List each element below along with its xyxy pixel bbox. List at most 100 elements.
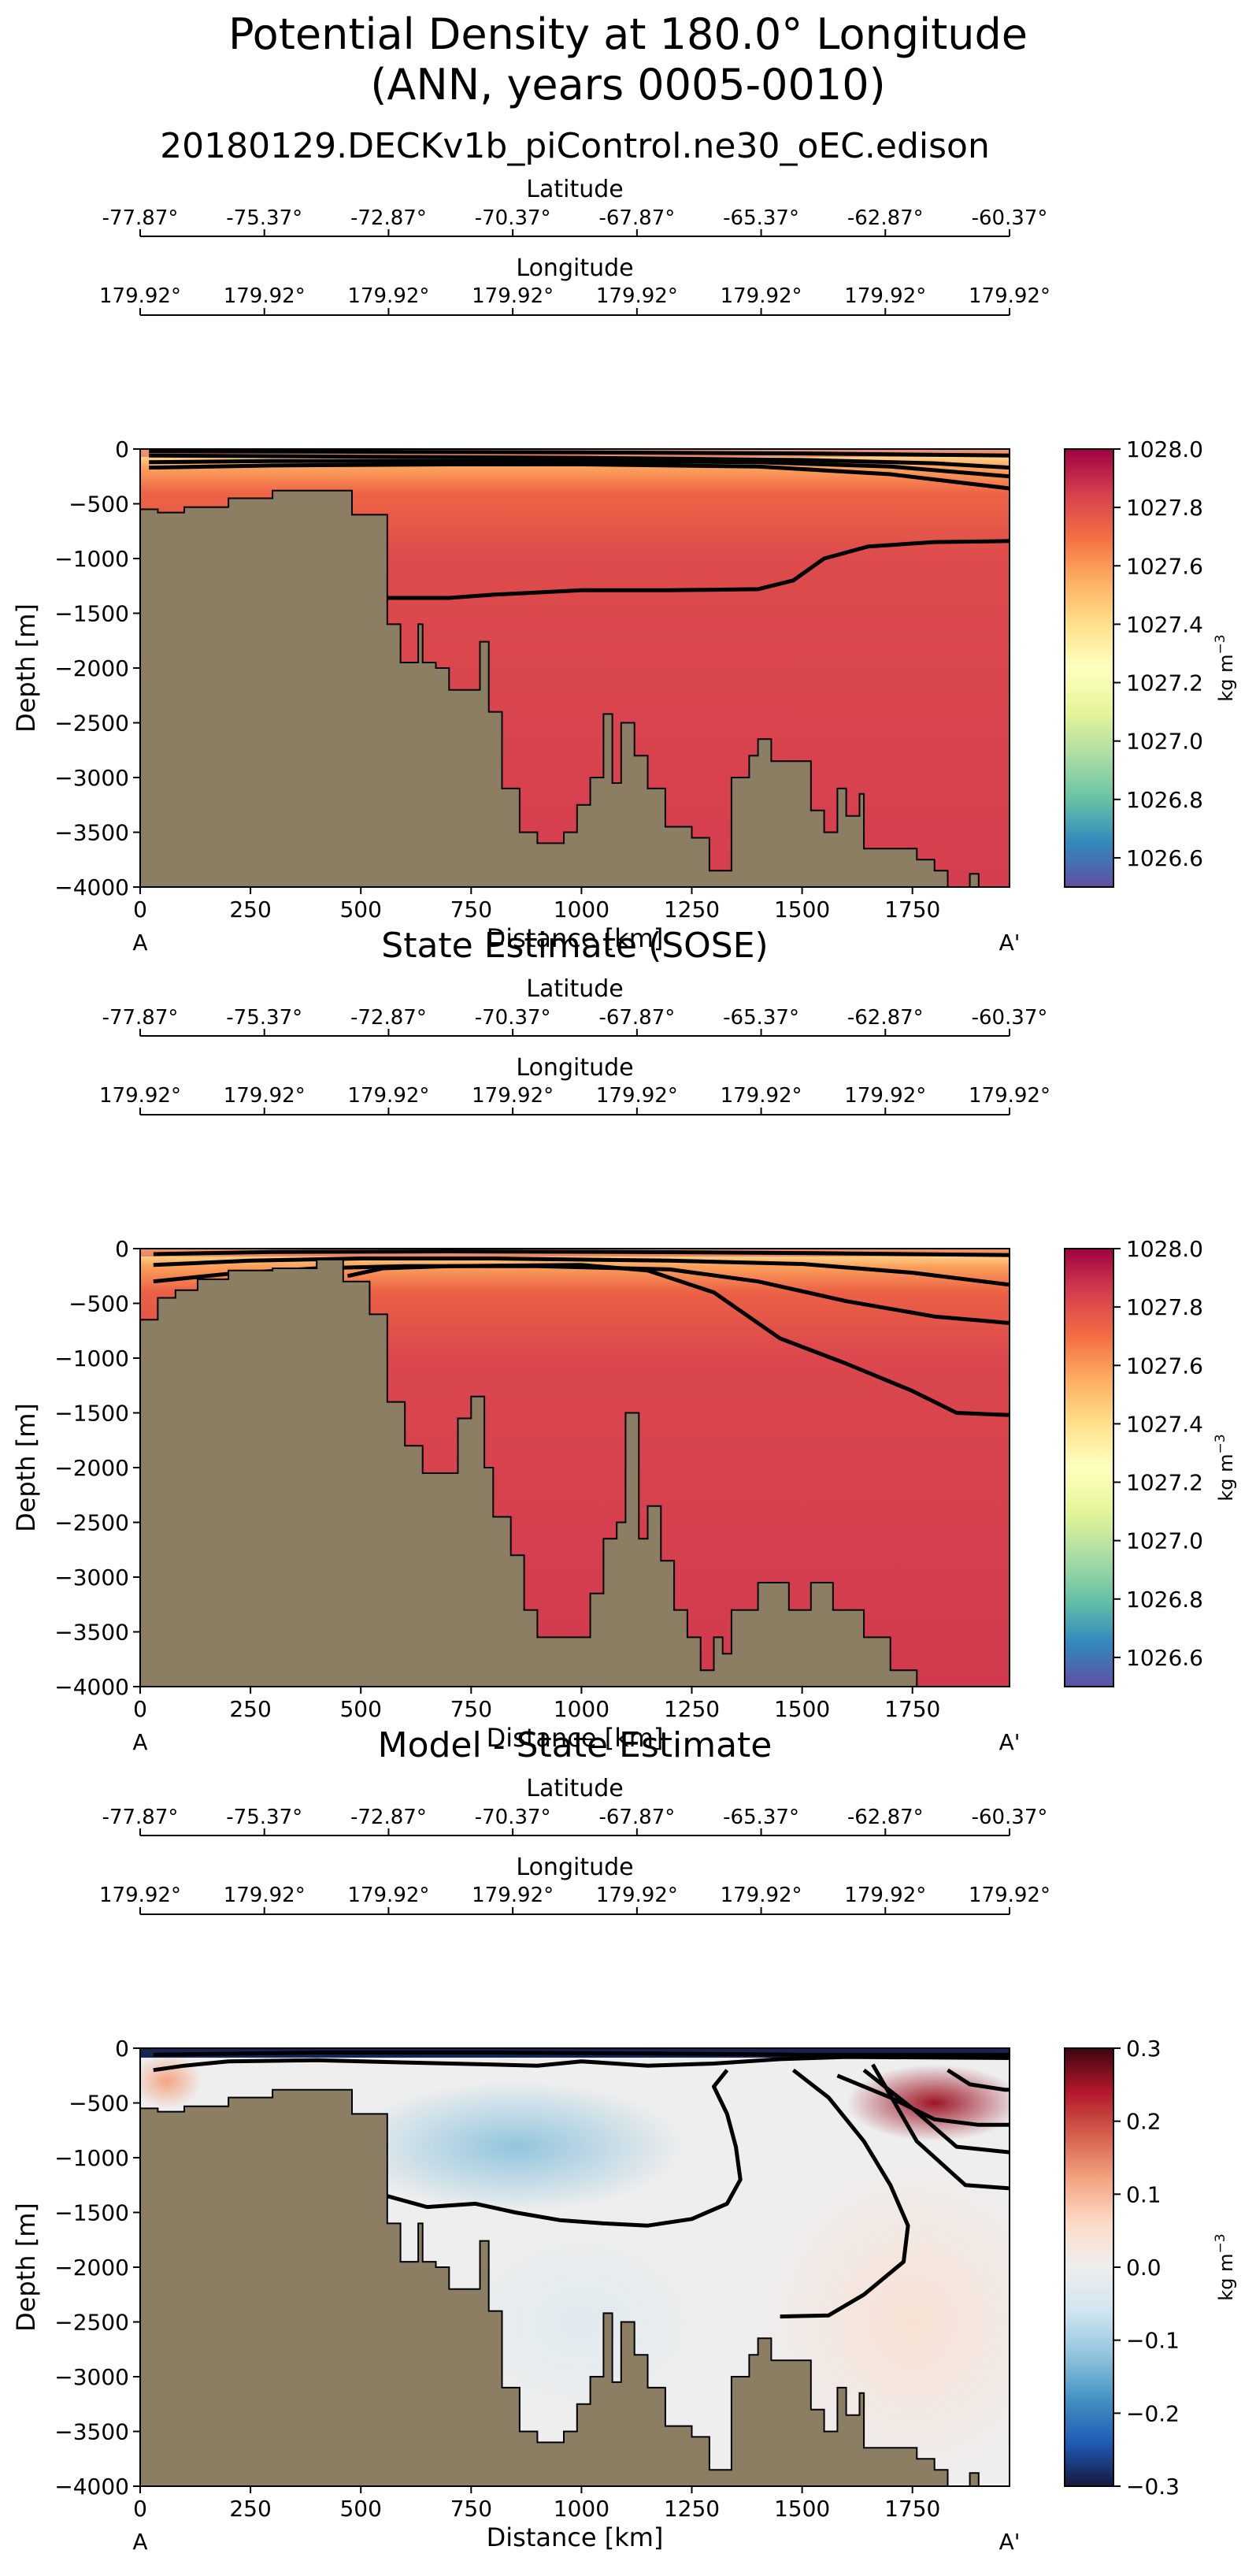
longitude-tick-label: 179.92° (224, 1884, 306, 1907)
x-tick-label: 250 (229, 1696, 271, 1722)
contour-line (387, 539, 1010, 600)
y-tick-label: −4000 (54, 2474, 129, 2500)
y-tick-label: −1500 (54, 1401, 129, 1427)
y-tick-label: −500 (69, 2091, 129, 2117)
y-tick-label: −3500 (54, 820, 129, 846)
latitude-tick-label: -67.87° (598, 1006, 675, 1030)
x-axis-label: Distance [km] (487, 923, 664, 953)
y-tick-label: −3000 (54, 2364, 129, 2390)
y-tick-label: −500 (69, 1291, 129, 1317)
x-tick-label: 500 (339, 896, 381, 922)
latitude-tick-label: -72.87° (350, 206, 427, 230)
x-axis-label: Distance [km] (487, 2522, 664, 2552)
latitude-axis-label: Latitude (526, 1775, 623, 1802)
longitude-tick-label: 179.92° (969, 1084, 1050, 1108)
colorbar-tick-label: 1027.6 (1126, 553, 1203, 579)
longitude-tick-label: 179.92° (721, 1884, 802, 1907)
x-tick-label: 500 (339, 1696, 381, 1722)
x-tick-label: 1500 (774, 896, 830, 922)
latitude-tick-label: -60.37° (972, 206, 1048, 230)
contour-line (871, 2063, 1010, 2191)
latitude-tick-label: -70.37° (475, 1006, 551, 1030)
bathymetry (140, 2088, 980, 2486)
chart-panel-1: 20180129.DECKv1b_piControl.ne30_oEC.edis… (11, 126, 1237, 956)
y-tick-label: −2500 (54, 1510, 129, 1536)
colorbar-label: kg m−3 (1213, 634, 1237, 701)
colorbar-label: kg m−3 (1213, 2233, 1237, 2300)
latitude-axis-label: Latitude (526, 176, 623, 203)
endpoint-start-label: A (132, 2529, 147, 2555)
longitude-tick-label: 179.92° (596, 1884, 678, 1907)
x-tick-label: 250 (229, 896, 271, 922)
longitude-tick-label: 179.92° (347, 284, 429, 308)
longitude-tick-label: 179.92° (969, 1884, 1050, 1907)
y-axis-label: Depth [m] (11, 2203, 41, 2332)
colorbar-tick-label: 1027.6 (1126, 1353, 1203, 1379)
longitude-tick-label: 179.92° (844, 1884, 926, 1907)
colorbar (1064, 1248, 1114, 1687)
x-tick-label: 1250 (664, 896, 720, 922)
contour-line (149, 458, 1010, 479)
plot-area (140, 449, 1010, 887)
endpoint-end-label: A' (999, 1729, 1021, 1755)
longitude-tick-label: 179.92° (844, 284, 926, 308)
latitude-axis-label: Latitude (526, 975, 623, 1003)
colorbar-tick-label: 0.3 (1126, 2036, 1162, 2062)
x-tick-label: 1750 (884, 1696, 940, 1722)
longitude-tick-label: 179.92° (596, 284, 678, 308)
colorbar-tick-label: 1026.6 (1126, 845, 1203, 871)
colorbar-tick-label: 1028.0 (1126, 436, 1203, 462)
colorbar-tick-label: 1028.0 (1126, 1236, 1203, 1262)
y-tick-label: −3500 (54, 1620, 129, 1646)
latitude-tick-label: -60.37° (972, 1006, 1048, 1030)
contour-line (387, 2069, 743, 2228)
chart-title: Model - State Estimate (378, 1725, 772, 1765)
latitude-tick-label: -65.37° (723, 1006, 799, 1030)
y-tick-label: −1500 (54, 2200, 129, 2226)
x-tick-label: 0 (133, 896, 147, 922)
plot-area (140, 2048, 1010, 2486)
longitude-tick-label: 179.92° (721, 284, 802, 308)
x-tick-label: 1750 (884, 2496, 940, 2522)
y-tick-label: −2500 (54, 711, 129, 737)
latitude-tick-label: -72.87° (350, 1806, 427, 1829)
contour-line (780, 2068, 910, 2319)
figure-title-line2: (ANN, years 0005-0010) (370, 60, 886, 109)
colorbar-tick-label: 1027.8 (1126, 1294, 1203, 1320)
latitude-tick-label: -60.37° (972, 1806, 1048, 1829)
x-tick-label: 1750 (884, 896, 940, 922)
longitude-tick-label: 179.92° (99, 1884, 181, 1907)
latitude-tick-label: -70.37° (475, 206, 551, 230)
x-tick-label: 1500 (774, 2496, 830, 2522)
x-tick-label: 750 (450, 2496, 492, 2522)
contour-line (947, 2068, 1010, 2092)
endpoint-end-label: A' (999, 2529, 1021, 2555)
chart-panel-2: State Estimate (SOSE) Latitude -77.87° -75.… (11, 926, 1237, 1755)
x-tick-label: 1250 (664, 1696, 720, 1722)
latitude-tick-label: -62.87° (847, 206, 924, 230)
colorbar-tick-label: 1027.0 (1126, 1528, 1203, 1554)
y-tick-label: −2000 (54, 655, 129, 681)
longitude-tick-label: 179.92° (347, 1884, 429, 1907)
chart-title: State Estimate (SOSE) (381, 926, 768, 966)
colorbar-tick-label: 1026.6 (1126, 1645, 1203, 1671)
colorbar-tick-label: 1027.4 (1126, 611, 1203, 637)
colorbar (1064, 448, 1114, 888)
difference-anomaly (140, 2053, 202, 2109)
longitude-tick-label: 179.92° (472, 1084, 554, 1108)
longitude-tick-label: 179.92° (224, 284, 306, 308)
x-tick-label: 1250 (664, 2496, 720, 2522)
contour-line (153, 2054, 1010, 2073)
latitude-tick-label: -62.87° (847, 1806, 924, 1829)
colorbar-tick-label: −0.1 (1126, 2328, 1180, 2354)
longitude-tick-label: 179.92° (347, 1084, 429, 1108)
x-axis-label: Distance [km] (487, 1723, 664, 1753)
y-axis-label: Depth [m] (11, 1403, 41, 1532)
y-tick-label: −2500 (54, 2310, 129, 2336)
colorbar-tick-label: 1026.8 (1126, 787, 1203, 813)
colorbar-label: kg m−3 (1213, 1434, 1237, 1501)
y-tick-label: −3000 (54, 1565, 129, 1591)
difference-anomaly (758, 2158, 1010, 2486)
y-axis-label: Depth [m] (11, 603, 41, 733)
